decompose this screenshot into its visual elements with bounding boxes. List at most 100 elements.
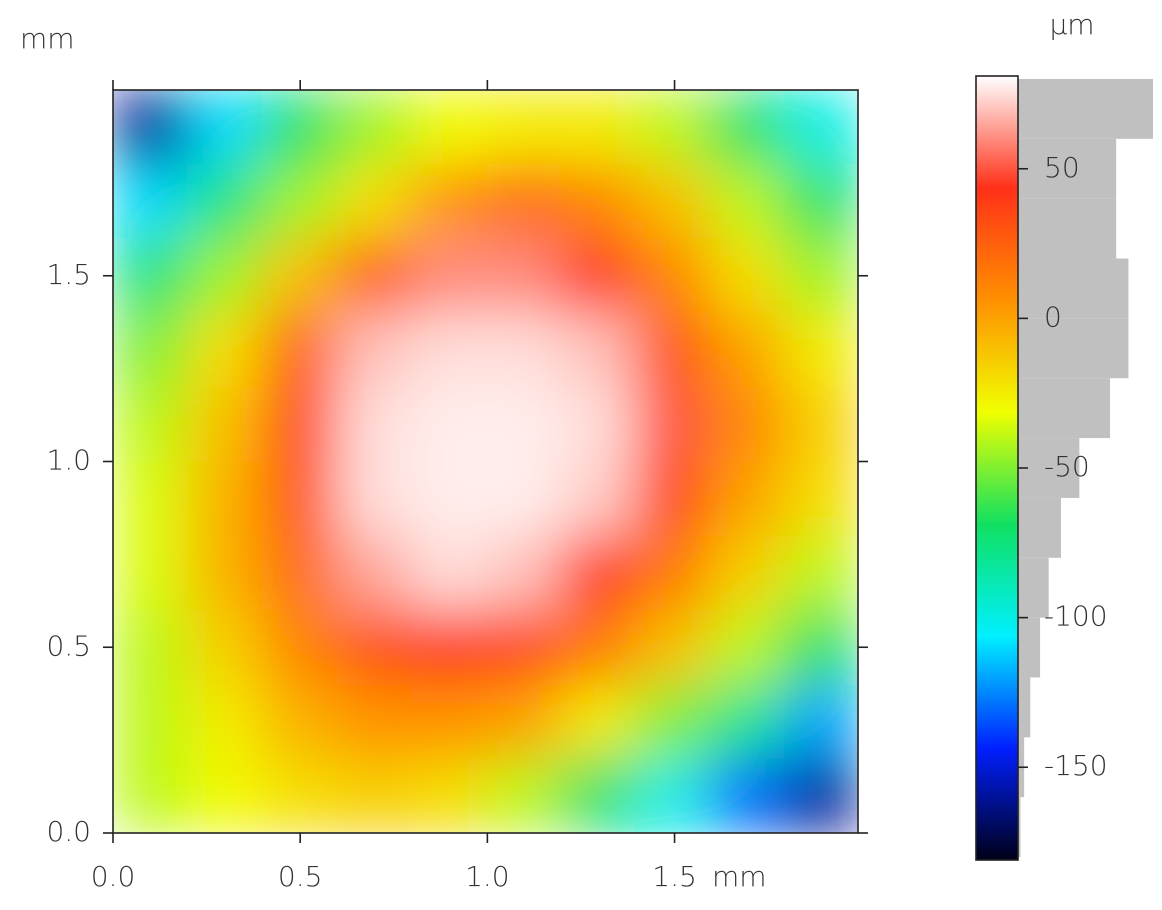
cell xyxy=(411,312,486,388)
cell xyxy=(783,387,858,462)
cell xyxy=(560,90,635,165)
cell xyxy=(709,535,784,611)
cell xyxy=(262,312,337,388)
histogram-bar xyxy=(1018,497,1061,558)
cell xyxy=(336,387,412,462)
cell xyxy=(113,610,188,685)
cell xyxy=(187,461,263,537)
cell xyxy=(262,387,337,462)
cell xyxy=(560,164,635,240)
cell xyxy=(783,238,858,314)
x-tick-label: 0.0 xyxy=(91,860,136,893)
cell xyxy=(709,312,784,388)
cell xyxy=(262,535,337,611)
cell xyxy=(485,461,561,537)
cell xyxy=(113,387,188,462)
cell xyxy=(187,312,263,388)
cell xyxy=(262,238,337,314)
y-tick-label: 0.0 xyxy=(46,815,91,848)
histogram-bar xyxy=(1018,198,1117,259)
cell xyxy=(783,758,858,833)
cell xyxy=(411,758,486,833)
cell xyxy=(783,164,858,240)
cell xyxy=(187,238,263,314)
cell xyxy=(783,610,858,685)
cell xyxy=(187,535,263,611)
cell xyxy=(634,90,710,165)
y-tick-label: 1.0 xyxy=(46,444,91,477)
cell xyxy=(709,164,784,240)
z-tick-label: -150 xyxy=(1044,749,1108,782)
cell xyxy=(411,610,486,685)
cell xyxy=(187,684,263,760)
cell xyxy=(485,387,561,462)
cell xyxy=(336,90,412,165)
heatmap xyxy=(113,90,858,833)
z-tick-label: -50 xyxy=(1044,450,1090,483)
histogram-bar xyxy=(1018,677,1031,738)
cell xyxy=(709,684,784,760)
histogram-bar xyxy=(1018,438,1080,498)
cell xyxy=(560,684,635,760)
cell xyxy=(113,758,188,833)
histogram-bar xyxy=(1018,258,1129,319)
cell xyxy=(560,758,635,833)
cell xyxy=(634,535,710,611)
cell xyxy=(783,535,858,611)
cell xyxy=(262,758,337,833)
cell xyxy=(411,535,486,611)
cell xyxy=(113,312,188,388)
z-unit: µm xyxy=(1049,8,1094,41)
colorbar xyxy=(975,75,1019,861)
cell xyxy=(187,90,263,165)
histogram-bar xyxy=(1018,138,1117,199)
cell xyxy=(336,461,412,537)
cell xyxy=(709,387,784,462)
z-tick-label: -100 xyxy=(1044,600,1108,633)
cell xyxy=(113,238,188,314)
cell xyxy=(262,610,337,685)
cell xyxy=(634,684,710,760)
cell xyxy=(560,312,635,388)
cell xyxy=(336,684,412,760)
x-tick-label: 1.0 xyxy=(465,860,510,893)
cell xyxy=(187,610,263,685)
cell xyxy=(113,90,188,165)
cell xyxy=(336,238,412,314)
cell xyxy=(560,238,635,314)
y-unit: mm xyxy=(20,22,75,55)
z-tick-label: 50 xyxy=(1044,151,1080,184)
cell xyxy=(634,610,710,685)
histogram-bar xyxy=(1018,318,1129,379)
cell xyxy=(485,312,561,388)
cell xyxy=(485,684,561,760)
cell xyxy=(411,238,486,314)
cell xyxy=(709,461,784,537)
cell xyxy=(187,758,263,833)
cell xyxy=(113,164,188,240)
cell xyxy=(262,90,337,165)
cell xyxy=(783,90,858,165)
cell xyxy=(709,610,784,685)
cell xyxy=(336,535,412,611)
y-tick-label: 1.5 xyxy=(46,258,91,291)
cell xyxy=(262,461,337,537)
cell xyxy=(113,684,188,760)
cell xyxy=(411,90,486,165)
z-tick-label: 0 xyxy=(1044,300,1062,333)
cell xyxy=(485,758,561,833)
histogram-bar xyxy=(1018,378,1111,439)
cell xyxy=(262,684,337,760)
cell xyxy=(336,610,412,685)
cell xyxy=(783,684,858,760)
cell xyxy=(411,164,486,240)
cell xyxy=(336,164,412,240)
x-unit: mm xyxy=(712,860,767,893)
cell xyxy=(783,312,858,388)
cell xyxy=(783,461,858,537)
cell xyxy=(262,164,337,240)
cell xyxy=(634,238,710,314)
cell xyxy=(560,535,635,611)
histogram-bar xyxy=(1018,78,1153,139)
